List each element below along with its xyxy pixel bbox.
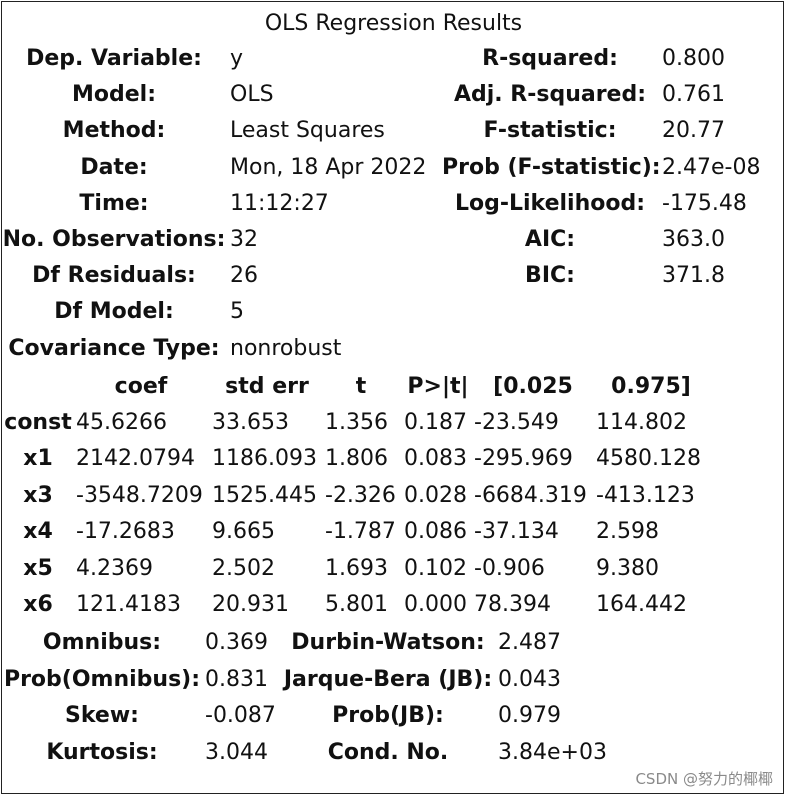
- diag-label-1: Prob(Omnibus):: [3, 666, 201, 692]
- diag-value-2: 0.043: [498, 666, 561, 692]
- coef-cell: 114.802: [596, 410, 687, 435]
- coef-cell: 78.394: [474, 592, 551, 617]
- diag-value-2: 0.979: [498, 703, 561, 728]
- summary-right-label: AIC:: [524, 227, 576, 252]
- coef-cell: 1186.093: [212, 446, 317, 472]
- coef-row-name: x5: [23, 555, 53, 581]
- coef-cell: 0.028: [404, 482, 467, 508]
- summary-left-value: nonrobust: [230, 335, 342, 361]
- summary-left-label: Model:: [71, 82, 156, 108]
- diag-value-2: 3.84e+03: [498, 739, 607, 765]
- summary-left-label: Method:: [62, 118, 166, 144]
- summary-left-label: Covariance Type:: [8, 335, 220, 361]
- coef-cell: 164.442: [596, 592, 687, 617]
- coef-cell: 121.4183: [76, 592, 181, 617]
- summary-right-label: Prob (F-statistic):: [442, 154, 661, 180]
- diag-label-1: Omnibus:: [42, 630, 162, 655]
- coef-cell: 20.931: [212, 592, 289, 617]
- summary-right-label: Log-Likelihood:: [454, 190, 646, 216]
- coef-cell: -413.123: [596, 482, 695, 508]
- coef-header: t: [355, 374, 367, 399]
- diag-value-1: 0.831: [205, 666, 268, 692]
- summary-left-value: y: [230, 46, 244, 71]
- coef-cell: 2.598: [596, 519, 659, 545]
- summary-left-label: Df Residuals:: [32, 263, 196, 289]
- coef-cell: 2142.0794: [76, 446, 195, 472]
- coef-cell: 9.665: [212, 519, 275, 545]
- summary-right-value: 20.77: [662, 118, 725, 144]
- coef-cell: 0.086: [404, 519, 467, 545]
- coef-header: 0.975]: [611, 374, 691, 399]
- coef-cell: 5.801: [325, 592, 388, 617]
- diag-label-2: Prob(JB):: [332, 703, 444, 728]
- coef-row-name: x1: [23, 446, 53, 472]
- coef-cell: 33.653: [212, 410, 289, 435]
- summary-left-label: Df Model:: [54, 299, 174, 325]
- coef-header: P>|t|: [407, 374, 469, 399]
- coef-cell: 1.356: [325, 410, 388, 435]
- summary-left-label: Date:: [80, 154, 148, 180]
- coef-cell: -0.906: [474, 555, 545, 581]
- coef-cell: -6684.319: [474, 482, 587, 508]
- summary-left-value: Mon, 18 Apr 2022: [230, 154, 427, 180]
- summary-left-value: 26: [230, 263, 258, 289]
- coef-cell: -17.2683: [76, 519, 175, 545]
- coef-cell: 2.502: [212, 555, 275, 581]
- summary-left-label: Dep. Variable:: [26, 46, 202, 71]
- coef-cell: 45.6266: [76, 410, 167, 435]
- coef-cell: -37.134: [474, 519, 559, 545]
- diag-value-1: 0.369: [205, 630, 268, 655]
- coef-header: coef: [114, 374, 168, 399]
- summary-right-value: 0.800: [662, 46, 725, 71]
- summary-right-value: -175.48: [662, 190, 747, 216]
- diag-value-1: -0.087: [205, 703, 276, 728]
- summary-right-label: R-squared:: [482, 46, 618, 71]
- summary-left-label: No. Observations:: [2, 227, 226, 252]
- diag-value-2: 2.487: [498, 630, 561, 655]
- coef-cell: -3548.7209: [76, 482, 203, 508]
- coef-cell: -295.969: [474, 446, 573, 472]
- coef-cell: 1525.445: [212, 482, 317, 508]
- summary-left-value: OLS: [230, 82, 274, 108]
- summary-right-value: 371.8: [662, 263, 725, 289]
- coef-row-name: const: [4, 410, 72, 435]
- summary-left-value: 32: [230, 227, 258, 252]
- coef-header: std err: [225, 374, 309, 399]
- summary-left-value: 5: [230, 299, 244, 325]
- summary-left-label: Time:: [79, 190, 149, 216]
- coef-cell: -1.787: [325, 519, 396, 545]
- summary-right-label: BIC:: [525, 263, 575, 289]
- summary-right-value: 2.47e-08: [662, 154, 761, 180]
- summary-right-value: 0.761: [662, 82, 725, 108]
- coef-cell: 1.806: [325, 446, 388, 472]
- summary-right-value: 363.0: [662, 227, 725, 252]
- coef-cell: 4580.128: [596, 446, 701, 472]
- summary-left-value: 11:12:27: [230, 190, 329, 216]
- coef-cell: -23.549: [474, 410, 559, 435]
- watermark: CSDN @努力的椰椰: [635, 770, 773, 788]
- coef-cell: 4.2369: [76, 555, 153, 581]
- coef-cell: 0.083: [404, 446, 467, 472]
- diag-label-1: Skew:: [65, 703, 139, 728]
- coef-cell: -2.326: [325, 482, 396, 508]
- summary-right-label: F-statistic:: [483, 118, 617, 144]
- summary-left-value: Least Squares: [230, 118, 385, 144]
- diag-value-1: 3.044: [205, 739, 268, 765]
- coef-row-name: x3: [23, 482, 53, 508]
- table-caption: OLS Regression Results: [264, 11, 523, 36]
- diag-label-2: Jarque-Bera (JB):: [283, 666, 493, 692]
- coef-row-name: x6: [23, 592, 53, 617]
- diag-label-1: Kurtosis:: [46, 739, 158, 765]
- coef-row-name: x4: [23, 519, 53, 545]
- coef-cell: 0.102: [404, 555, 467, 581]
- coef-cell: 9.380: [596, 555, 659, 581]
- diag-label-2: Cond. No.: [327, 739, 449, 765]
- coef-header: [0.025: [493, 374, 573, 399]
- coef-cell: 0.000: [404, 592, 467, 617]
- coef-cell: 0.187: [404, 410, 467, 435]
- summary-right-label: Adj. R-squared:: [453, 82, 647, 108]
- coef-cell: 1.693: [325, 555, 388, 581]
- diag-label-2: Durbin-Watson:: [291, 630, 485, 655]
